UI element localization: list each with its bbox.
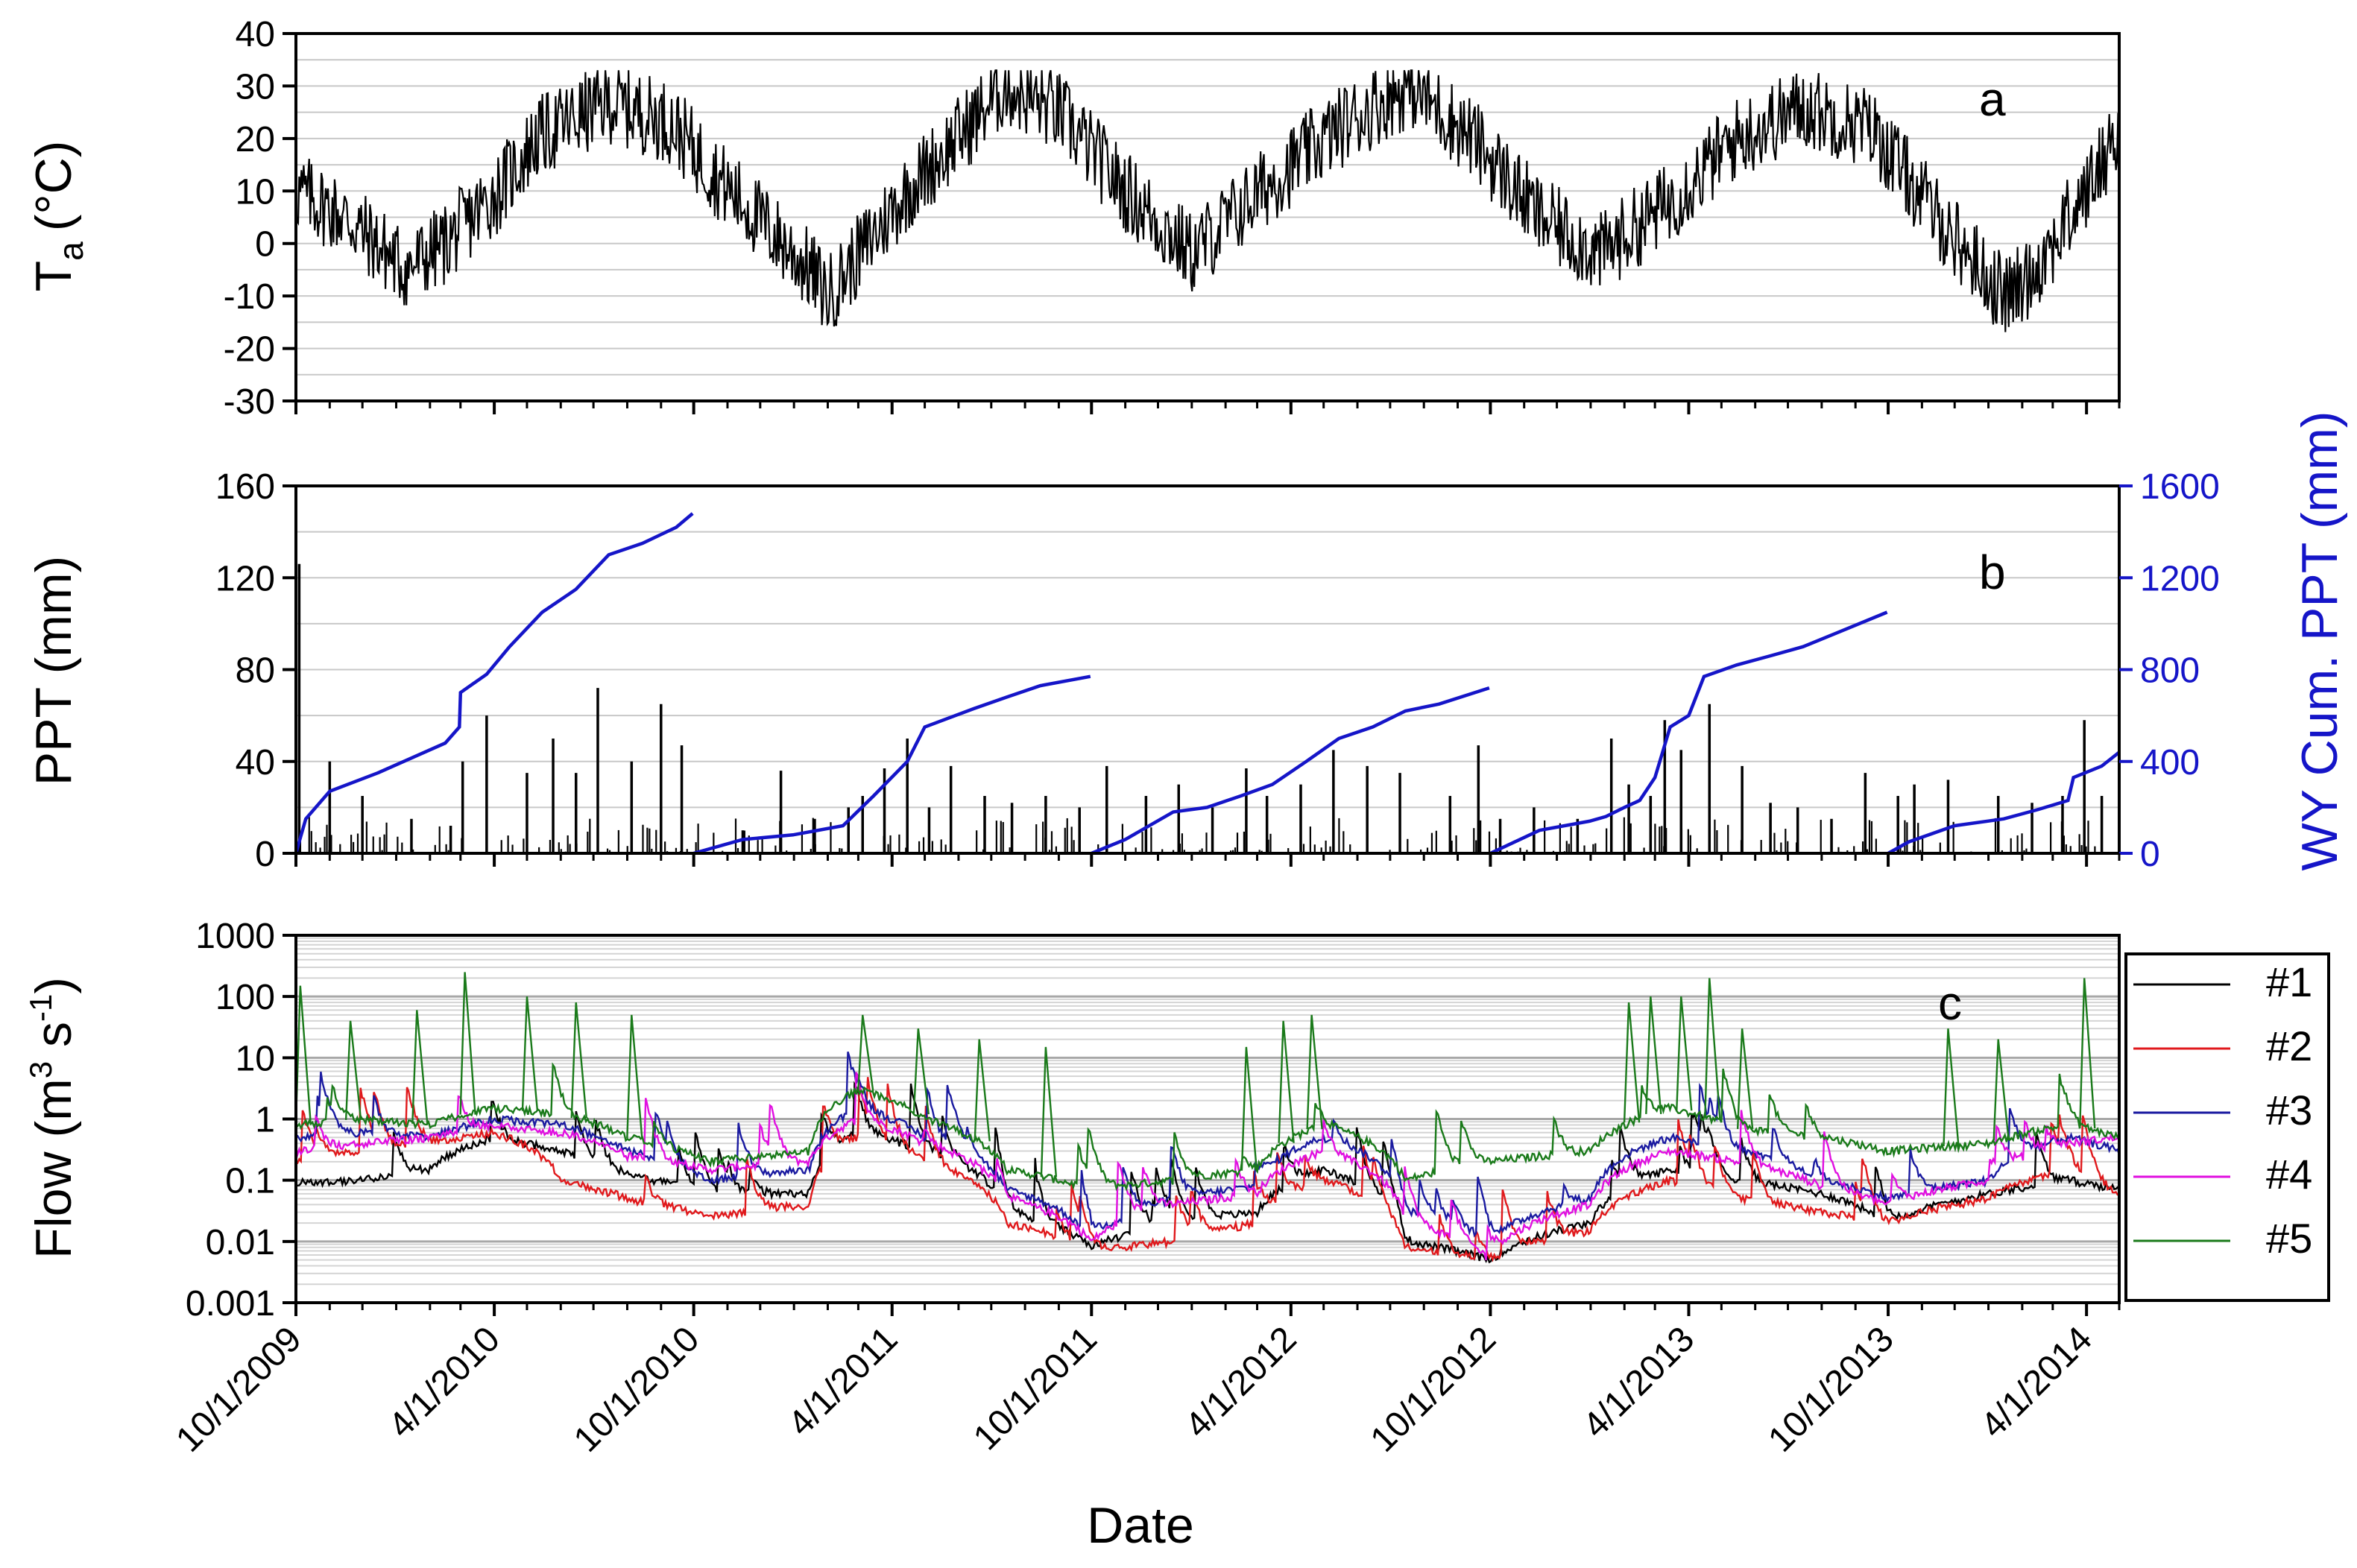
panel-c-ytick-label: 0.1 [225, 1162, 275, 1201]
panel-a-ylabel-unit: (°C) [25, 141, 82, 232]
legend-box [2124, 952, 2330, 1302]
panel-b-y2tick-label: 800 [2140, 651, 2200, 691]
flow-peak [521, 996, 539, 1111]
panel-a-ytick-label: 20 [236, 120, 275, 159]
panel-c-ylabel-main: Flow (m [25, 1078, 82, 1259]
panel-b-y2tick-label: 0 [2140, 835, 2160, 874]
flow-peak [1240, 1046, 1258, 1171]
panel-c-ytick-label: 1000 [195, 917, 275, 956]
panel-a-ytick-label: -20 [224, 330, 275, 370]
panel-c-ylabel: Flow (m3 s-1) [23, 977, 82, 1259]
x-axis-title: Date [1087, 1497, 1194, 1554]
wy-cum-ppt-line [692, 674, 1091, 856]
legend-label-1: #1 [2266, 958, 2312, 1005]
panel-a-frame [294, 32, 2121, 402]
panel-b-y2tick-label: 1200 [2140, 559, 2220, 598]
panel-a-ytick-label: 40 [236, 15, 275, 54]
flow-peak [626, 1014, 643, 1139]
flow-peak [1306, 1014, 1323, 1130]
panel-b-y-ticks: 160 120 80 40 0 [215, 467, 296, 874]
flow-peak [344, 1020, 362, 1120]
panel-c-ylabel-sup1: 3 [23, 1061, 58, 1078]
panel-a-series [294, 69, 2121, 332]
svg-text:Ta(°C): Ta (°C) [25, 141, 90, 292]
panel-a-ytick-label: -10 [224, 277, 275, 317]
legend-items: #1 #2 #3 #4 #5 [2133, 958, 2312, 1262]
wy-cum-ppt-line [1489, 610, 1888, 856]
panel-b-ytick-label: 80 [236, 651, 275, 691]
flow-peak [1676, 996, 1693, 1111]
flow-peak [1645, 996, 1662, 1114]
wy-cum-ppt-line [1091, 686, 1490, 856]
panel-a-temperature: 40 30 20 10 0 -10 -20 -30 a Ta (°C) [25, 15, 2121, 422]
flow-peak [857, 1014, 874, 1092]
flow-peak [1278, 1020, 1295, 1143]
panel-a-ylabel-sub: a [51, 241, 90, 261]
legend: #1 #2 #3 #4 #5 [2124, 952, 2330, 1302]
panel-a-y-ticks: 40 30 20 10 0 -10 -20 -30 [224, 15, 296, 422]
flow-line-2 [295, 1077, 2120, 1262]
legend-label-5: #5 [2266, 1215, 2312, 1262]
panel-b-y2label: WY Cum. PPT (mm) [2291, 411, 2348, 870]
panel-b-ytick-label: 160 [215, 467, 275, 507]
panel-c-ylabel-end: ) [25, 977, 82, 994]
panel-b-y2tick-label: 400 [2140, 743, 2200, 783]
flow-line-4 [294, 1072, 2121, 1261]
flow-peak [1623, 1002, 1641, 1123]
panel-b-y2tick-label: 1600 [2140, 467, 2220, 507]
wy-cum-ppt-line [1887, 750, 2121, 855]
panel-c-ytick-label: 0.01 [206, 1223, 275, 1262]
flow-peak [1736, 1028, 1754, 1130]
panel-c-ytick-label: 0.001 [186, 1284, 275, 1324]
flow-line-5 [295, 1062, 2120, 1192]
panel-c-ylabel-sup2: -1 [23, 994, 58, 1022]
panel-b-cumulative [294, 512, 2121, 856]
panel-a-ytick-label: -30 [224, 382, 275, 422]
panel-c-y-ticks: 1000 100 10 1 0.1 0.01 0.001 [186, 917, 296, 1324]
flow-line-3 [296, 1051, 2121, 1238]
panel-c-ytick-label: 100 [215, 978, 275, 1017]
panel-b-ytick-label: 120 [215, 559, 275, 598]
legend-label-2: #2 [2266, 1022, 2312, 1069]
panel-b-label: b [1979, 546, 2006, 599]
flow-peak [1040, 1046, 1058, 1177]
legend-label-4: #4 [2266, 1151, 2312, 1198]
flow-peak [974, 1039, 991, 1142]
panel-c-ytick-label: 1 [255, 1101, 275, 1140]
panel-a-label: a [1979, 72, 2006, 126]
flow-peak [1992, 1039, 2010, 1141]
panel-c-ytick-label: 10 [236, 1039, 275, 1078]
temperature-line [294, 69, 2121, 332]
flow-peak [459, 972, 476, 1115]
panel-a-ylabel: Ta (°C) [25, 141, 90, 292]
panel-b-ylabel: PPT (mm) [25, 556, 82, 786]
flow-peak [1943, 1028, 1960, 1147]
panel-a-ylabel-main: T [25, 261, 82, 292]
panel-a-ytick-label: 30 [236, 67, 275, 107]
panel-b-ytick-label: 0 [255, 835, 275, 874]
panel-b-y2-ticks: 1600 1200 800 400 0 [2119, 467, 2220, 874]
flow-peak [411, 1010, 429, 1124]
svg-text:Flow (m3 s-1): Flow (m3 s-1) [23, 977, 82, 1259]
panel-c-series [294, 972, 2121, 1264]
flow-peak [1704, 978, 1721, 1119]
panel-b-ytick-label: 40 [236, 743, 275, 783]
flow-peak [570, 1002, 587, 1119]
panel-c-ylabel-mid: s [25, 1022, 82, 1061]
flow-peak [912, 1028, 930, 1115]
wy-cum-ppt-line [294, 512, 694, 854]
flow-peak [2079, 978, 2096, 1129]
panel-a-ytick-label: 10 [236, 172, 275, 212]
panel-a-ytick-label: 0 [255, 225, 275, 265]
panel-c-label: c [1938, 976, 1962, 1030]
legend-label-3: #3 [2266, 1087, 2312, 1134]
